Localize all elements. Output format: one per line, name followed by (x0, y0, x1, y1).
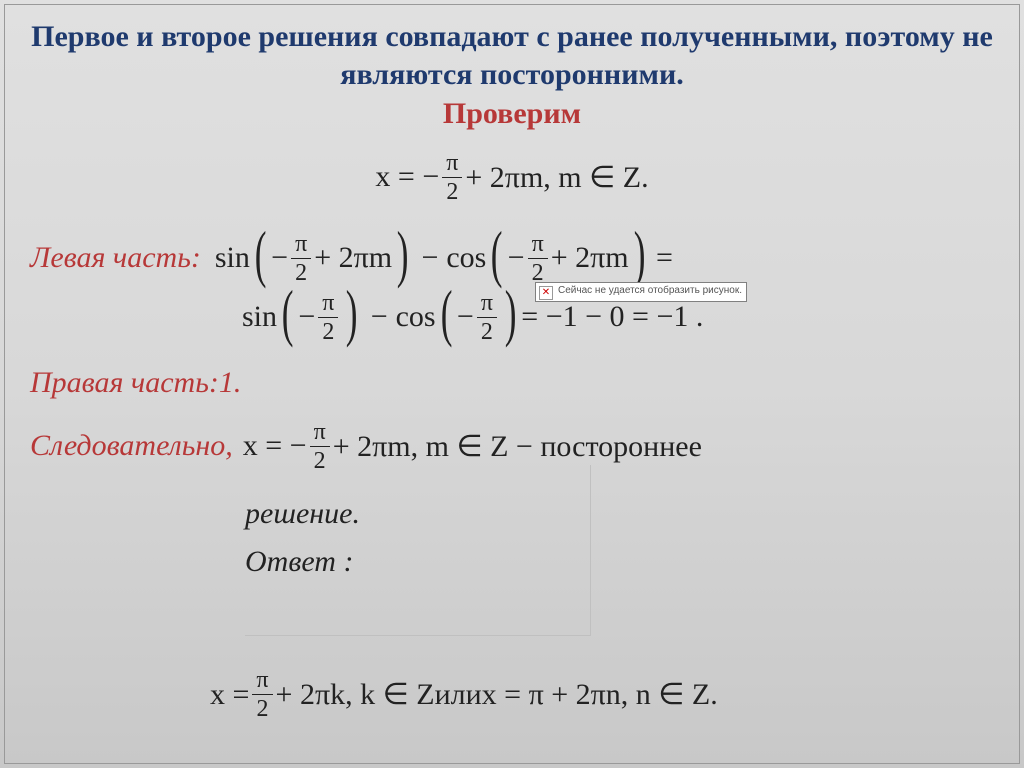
otvet-text: Ответ : (245, 538, 360, 586)
paren-open: ( (440, 294, 452, 332)
sin-text: sin (215, 241, 250, 275)
paren-open: ( (255, 235, 267, 273)
plus-2pm: + 2πm (314, 241, 392, 275)
cos-text: cos (446, 241, 486, 275)
frac-pi-2-e: π 2 (477, 291, 497, 344)
reshenie-text: решение. (245, 490, 360, 538)
minus-sign: − (271, 241, 288, 275)
frac-pi-2-d: π 2 (318, 291, 338, 344)
answer-prefix: x = (210, 678, 249, 712)
frac-num: π (477, 291, 497, 318)
frac-num: π (318, 291, 338, 318)
frac-num: π (291, 232, 311, 259)
bottom-eq-prefix: x = − (243, 429, 307, 463)
minus-sign: − (457, 300, 474, 334)
frac-den: 2 (252, 695, 272, 721)
frac-den: 2 (310, 447, 330, 473)
frac-pi-2-f: π 2 (310, 420, 330, 473)
therefore-row: Следовательно, x = − π 2 + 2πm, m ∈ Z − … (30, 420, 994, 473)
bottom-block: решение. Ответ : (245, 490, 360, 586)
cos-text: cos (396, 300, 436, 334)
right-part-row: Правая часть:1. (30, 366, 994, 400)
answer-eq: x = π 2 + 2πk, k ∈ Zилиx = π + 2πn, n ∈ … (210, 668, 718, 721)
minus-sign: − (298, 300, 315, 334)
plus-2pm: + 2πm (551, 241, 629, 275)
right-part-label: Правая часть:1. (30, 366, 241, 399)
frac-num: π (528, 232, 548, 259)
formula-top-prefix: x = − (375, 160, 439, 194)
left-part-label: Левая часть: (30, 241, 201, 275)
formula-top: x = − π 2 + 2πm, m ∈ Z. (375, 151, 648, 204)
frac-den: 2 (291, 259, 311, 285)
paren-close: ) (397, 235, 409, 273)
frac-pi-2-ans: π 2 (252, 668, 272, 721)
frac-pi-2-c: π 2 (528, 232, 548, 285)
frac-den: 2 (442, 178, 462, 204)
frac-num: π (310, 420, 330, 447)
therefore-eq: x = − π 2 + 2πm, m ∈ Z − постороннее (243, 420, 702, 473)
therefore-label: Следовательно, (30, 429, 233, 463)
paren-close: ) (633, 235, 645, 273)
frac-pi-2-b: π 2 (291, 232, 311, 285)
answer-suffix: + 2πk, k ∈ Zилиx = π + 2πn, n ∈ Z. (276, 677, 718, 712)
frac-den: 2 (318, 318, 338, 344)
formula-top-suffix: + 2πm, m ∈ Z. (465, 160, 648, 195)
minus-sign: − (508, 241, 525, 275)
frac-den: 2 (528, 259, 548, 285)
broken-image-placeholder: ✕ Сейчас не удается отобразить рисунок. (535, 282, 747, 302)
stray-horizontal-line (245, 635, 591, 636)
line2-suffix: = −1 − 0 = −1 . (521, 300, 703, 334)
paren-open: ( (282, 294, 294, 332)
answer-row: x = π 2 + 2πk, k ∈ Zилиx = π + 2πn, n ∈ … (210, 668, 718, 721)
paren-close: ) (505, 294, 517, 332)
frac-pi-2: π 2 (442, 151, 462, 204)
broken-image-text: Сейчас не удается отобразить рисунок. (558, 285, 742, 296)
paren-close: ) (346, 294, 358, 332)
frac-num: π (252, 668, 272, 695)
formula-top-row: x = − π 2 + 2πm, m ∈ Z. (30, 151, 994, 204)
frac-num: π (442, 151, 462, 178)
stray-vertical-line (590, 465, 591, 635)
broken-image-x-icon: ✕ (539, 286, 553, 300)
minus-between: − (371, 300, 388, 334)
bottom-eq-suffix: + 2πm, m ∈ Z − постороннее (333, 429, 702, 464)
sin-text: sin (242, 300, 277, 334)
frac-den: 2 (477, 318, 497, 344)
minus-between: − (421, 241, 438, 275)
equals-trail: = (656, 241, 673, 275)
paren-open: ( (491, 235, 503, 273)
slide-content: x = − π 2 + 2πm, m ∈ Z. Левая часть: sin… (0, 151, 1024, 473)
